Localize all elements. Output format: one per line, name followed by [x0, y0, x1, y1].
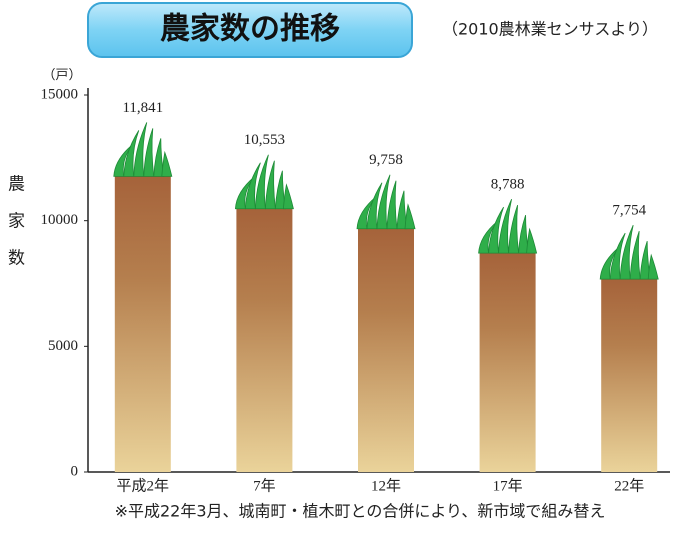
x-tick-label: 7年	[253, 477, 276, 494]
grass-blade	[619, 224, 634, 280]
grass-blade	[123, 130, 140, 177]
grass-blade	[376, 174, 391, 230]
value-label: 9,758	[369, 152, 403, 168]
grass-blade	[143, 128, 155, 177]
bar	[479, 251, 536, 472]
title-box	[87, 2, 413, 58]
y-tick-label: 0	[71, 463, 79, 479]
grass-blade	[609, 232, 626, 280]
value-label: 10,553	[244, 132, 285, 148]
grass-blade	[282, 183, 294, 210]
footnote: ※平成22年3月、城南町・植木町との合併により、新市域で組み替え	[115, 502, 606, 521]
grass-blade	[498, 198, 512, 254]
chart-title: 農家数の推移	[160, 12, 340, 47]
grass-blade	[161, 150, 173, 177]
grass-blade	[386, 180, 398, 230]
bar	[236, 206, 293, 472]
value-label: 8,788	[491, 177, 525, 193]
bar	[114, 174, 171, 473]
grass-blade	[244, 162, 261, 210]
grass-blade	[488, 206, 504, 254]
grass-blade	[133, 122, 148, 177]
y-tick-label: 5000	[48, 338, 78, 354]
x-tick-label: 平成2年	[117, 477, 170, 494]
bar	[358, 226, 414, 472]
y-tick-label: 10000	[41, 212, 79, 228]
grass-blade	[629, 230, 641, 280]
y-unit: （戸）	[42, 67, 81, 82]
value-label: 11,841	[122, 100, 163, 116]
x-tick-label: 22年	[614, 477, 644, 494]
grass-blade	[508, 204, 520, 254]
value-label: 7,754	[612, 203, 646, 219]
grass-blade	[254, 154, 269, 210]
subtitle: （2010農林業センサスより）	[442, 20, 658, 39]
y-tick-label: 15000	[41, 86, 79, 102]
grass-blade	[647, 253, 659, 280]
grass-blade	[366, 182, 383, 230]
grass-blade	[526, 227, 538, 254]
y-axis-label: 農家数	[4, 174, 25, 285]
x-tick-label: 12年	[371, 477, 401, 494]
bar	[601, 277, 658, 472]
x-tick-label: 17年	[493, 477, 523, 494]
grass-blade	[404, 203, 416, 230]
grass-blade	[264, 160, 276, 210]
